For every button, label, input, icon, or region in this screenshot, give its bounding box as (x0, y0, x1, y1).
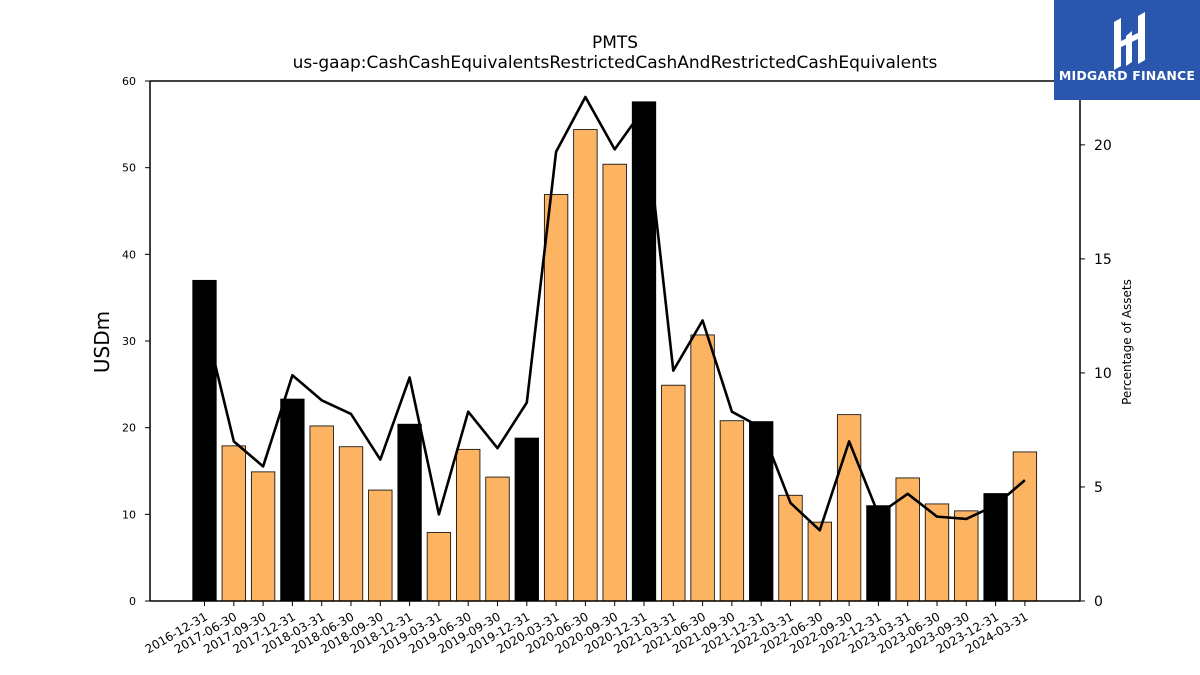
bar (368, 489, 393, 602)
bar (543, 194, 569, 602)
bar (573, 129, 598, 602)
bar (1012, 451, 1038, 602)
bar (514, 437, 539, 602)
logo-mark-icon (1114, 12, 1145, 70)
bar (397, 423, 422, 602)
bar (456, 448, 481, 602)
percentage-line (203, 95, 1026, 532)
bar (280, 398, 305, 602)
bar (661, 384, 686, 602)
y-axis-label: USDm (90, 311, 114, 373)
bar (309, 425, 334, 602)
midgard-finance-logo: MIDGARD FINANCE (1054, 0, 1200, 100)
y-tick-label: 20 (122, 422, 136, 435)
logo-text: MIDGARD FINANCE (1058, 68, 1196, 83)
y-tick-label: 60 (122, 75, 136, 88)
bar (250, 471, 276, 602)
chart-title: PMTS (592, 33, 638, 53)
bar (602, 163, 627, 602)
bar (221, 445, 246, 602)
bar (426, 532, 452, 602)
bar (485, 476, 510, 602)
bar (338, 446, 364, 602)
bar (866, 505, 891, 602)
bar (192, 279, 217, 602)
bar (954, 510, 979, 602)
y-axis-right-label: Percentage of Assets (1120, 279, 1134, 405)
bar (690, 334, 715, 602)
y-tick-label: 0 (129, 595, 136, 608)
y-tick-label: 40 (122, 248, 136, 261)
bar (895, 477, 920, 602)
chart-subtitle: us-gaap:CashCashEquivalentsRestrictedCas… (293, 53, 938, 73)
y-right-tick-label: 5 (1094, 480, 1103, 496)
bar (807, 521, 832, 602)
y-right-tick-label: 10 (1094, 366, 1112, 382)
y-right-tick-label: 0 (1094, 594, 1103, 610)
bar (719, 420, 745, 602)
y-tick-label: 30 (122, 335, 136, 348)
y-tick-label: 10 (122, 508, 136, 521)
y-right-tick-label: 15 (1094, 252, 1112, 268)
y-right-tick-label: 20 (1094, 138, 1112, 154)
bar-series (192, 101, 1038, 602)
percentage-line-series (203, 95, 1026, 532)
y-tick-label: 50 (122, 162, 136, 175)
